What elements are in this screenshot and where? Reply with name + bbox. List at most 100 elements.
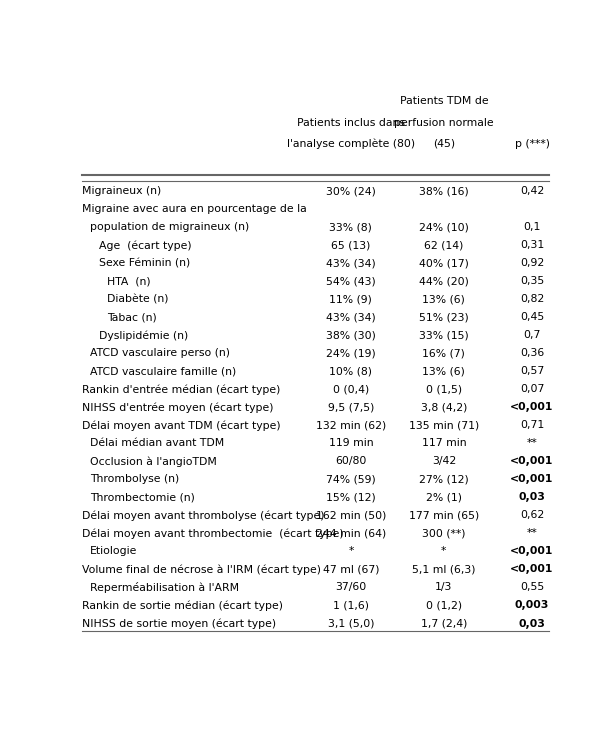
Text: 1/3: 1/3 xyxy=(435,583,453,593)
Text: (45): (45) xyxy=(433,139,455,149)
Text: 0,71: 0,71 xyxy=(520,420,544,431)
Text: 65 (13): 65 (13) xyxy=(331,240,371,250)
Text: 44% (20): 44% (20) xyxy=(419,276,469,287)
Text: 0 (0,4): 0 (0,4) xyxy=(333,385,369,394)
Text: 0,003: 0,003 xyxy=(515,600,549,610)
Text: Diabète (n): Diabète (n) xyxy=(108,295,169,304)
Text: 162 min (50): 162 min (50) xyxy=(315,510,386,520)
Text: 74% (59): 74% (59) xyxy=(326,474,376,485)
Text: 1 (1,6): 1 (1,6) xyxy=(333,600,369,610)
Text: Thrombectomie (n): Thrombectomie (n) xyxy=(90,493,195,502)
Text: 33% (15): 33% (15) xyxy=(419,330,469,341)
Text: 30% (24): 30% (24) xyxy=(326,186,376,196)
Text: population de migraineux (n): population de migraineux (n) xyxy=(90,222,250,232)
Text: Délai moyen avant thrombectomie  (écart type): Délai moyen avant thrombectomie (écart t… xyxy=(82,529,343,539)
Text: Délai moyen avant TDM (écart type): Délai moyen avant TDM (écart type) xyxy=(82,420,280,431)
Text: 244 min (64): 244 min (64) xyxy=(316,529,386,539)
Text: Patients TDM de: Patients TDM de xyxy=(400,96,488,106)
Text: Etiologie: Etiologie xyxy=(90,547,138,556)
Text: 51% (23): 51% (23) xyxy=(419,312,469,322)
Text: Migraine avec aura en pourcentage de la: Migraine avec aura en pourcentage de la xyxy=(82,204,306,214)
Text: NIHSS de sortie moyen (écart type): NIHSS de sortie moyen (écart type) xyxy=(82,618,276,629)
Text: 11% (9): 11% (9) xyxy=(330,295,372,304)
Text: 2% (1): 2% (1) xyxy=(426,493,462,502)
Text: **: ** xyxy=(526,439,538,448)
Text: 13% (6): 13% (6) xyxy=(423,366,466,376)
Text: 62 (14): 62 (14) xyxy=(424,240,464,250)
Text: 0,31: 0,31 xyxy=(520,240,544,250)
Text: 177 min (65): 177 min (65) xyxy=(409,510,479,520)
Text: <0,001: <0,001 xyxy=(510,474,554,485)
Text: Rankin de sortie médian (écart type): Rankin de sortie médian (écart type) xyxy=(82,600,283,611)
Text: 0,36: 0,36 xyxy=(520,349,544,358)
Text: 135 min (71): 135 min (71) xyxy=(409,420,479,431)
Text: 0 (1,5): 0 (1,5) xyxy=(426,385,462,394)
Text: Reperméabilisation à l'ARM: Reperméabilisation à l'ARM xyxy=(90,583,239,594)
Text: 0,57: 0,57 xyxy=(520,366,544,376)
Text: 37/60: 37/60 xyxy=(335,583,367,593)
Text: 33% (8): 33% (8) xyxy=(330,222,372,232)
Text: Age  (écart type): Age (écart type) xyxy=(99,240,191,251)
Text: 15% (12): 15% (12) xyxy=(326,493,376,502)
Text: ATCD vasculaire perso (n): ATCD vasculaire perso (n) xyxy=(90,349,230,358)
Text: *: * xyxy=(441,547,446,556)
Text: 0,7: 0,7 xyxy=(523,330,541,341)
Text: 5,1 ml (6,3): 5,1 ml (6,3) xyxy=(412,564,475,575)
Text: HTA  (n): HTA (n) xyxy=(108,276,151,287)
Text: Délai moyen avant thrombolyse (écart type): Délai moyen avant thrombolyse (écart typ… xyxy=(82,510,324,521)
Text: 117 min: 117 min xyxy=(421,439,466,448)
Text: 0,07: 0,07 xyxy=(520,385,544,394)
Text: 24% (19): 24% (19) xyxy=(326,349,376,358)
Text: <0,001: <0,001 xyxy=(510,456,554,466)
Text: 13% (6): 13% (6) xyxy=(423,295,466,304)
Text: 38% (16): 38% (16) xyxy=(419,186,469,196)
Text: 0,42: 0,42 xyxy=(520,186,544,196)
Text: 10% (8): 10% (8) xyxy=(330,366,373,376)
Text: *: * xyxy=(348,547,354,556)
Text: 0,1: 0,1 xyxy=(523,222,541,232)
Text: 43% (34): 43% (34) xyxy=(326,312,376,322)
Text: 0,62: 0,62 xyxy=(520,510,544,520)
Text: Tabac (n): Tabac (n) xyxy=(108,312,157,322)
Text: perfusion normale: perfusion normale xyxy=(394,118,494,127)
Text: 119 min: 119 min xyxy=(328,439,373,448)
Text: 1,7 (2,4): 1,7 (2,4) xyxy=(421,618,467,629)
Text: **: ** xyxy=(526,529,538,539)
Text: 3,1 (5,0): 3,1 (5,0) xyxy=(328,618,374,629)
Text: 132 min (62): 132 min (62) xyxy=(316,420,386,431)
Text: 0,45: 0,45 xyxy=(520,312,544,322)
Text: NIHSS d'entrée moyen (écart type): NIHSS d'entrée moyen (écart type) xyxy=(82,402,273,413)
Text: l'analyse complète (80): l'analyse complète (80) xyxy=(287,139,415,149)
Text: Rankin d'entrée médian (écart type): Rankin d'entrée médian (écart type) xyxy=(82,385,280,395)
Text: 0 (1,2): 0 (1,2) xyxy=(426,600,462,610)
Text: 54% (43): 54% (43) xyxy=(326,276,376,287)
Text: Occlusion à l'angioTDM: Occlusion à l'angioTDM xyxy=(90,456,217,467)
Text: 47 ml (67): 47 ml (67) xyxy=(323,564,379,575)
Text: 0,03: 0,03 xyxy=(518,618,546,629)
Text: 0,03: 0,03 xyxy=(518,493,546,502)
Text: 38% (30): 38% (30) xyxy=(326,330,376,341)
Text: <0,001: <0,001 xyxy=(510,564,554,575)
Text: 27% (12): 27% (12) xyxy=(419,474,469,485)
Text: 0,82: 0,82 xyxy=(520,295,544,304)
Text: Migraineux (n): Migraineux (n) xyxy=(82,186,161,196)
Text: 60/80: 60/80 xyxy=(335,456,367,466)
Text: Dyslipidémie (n): Dyslipidémie (n) xyxy=(99,330,188,341)
Text: 43% (34): 43% (34) xyxy=(326,258,376,268)
Text: 40% (17): 40% (17) xyxy=(419,258,469,268)
Text: Volume final de nécrose à l'IRM (écart type): Volume final de nécrose à l'IRM (écart t… xyxy=(82,564,320,575)
Text: 3,8 (4,2): 3,8 (4,2) xyxy=(421,402,467,412)
Text: 9,5 (7,5): 9,5 (7,5) xyxy=(328,402,374,412)
Text: 3/42: 3/42 xyxy=(432,456,456,466)
Text: Sexe Féminin (n): Sexe Féminin (n) xyxy=(99,258,190,268)
Text: 0,35: 0,35 xyxy=(520,276,544,287)
Text: 300 (**): 300 (**) xyxy=(422,529,466,539)
Text: <0,001: <0,001 xyxy=(510,402,554,412)
Text: 0,55: 0,55 xyxy=(520,583,544,593)
Text: Délai médian avant TDM: Délai médian avant TDM xyxy=(90,439,224,448)
Text: ATCD vasculaire famille (n): ATCD vasculaire famille (n) xyxy=(90,366,237,376)
Text: <0,001: <0,001 xyxy=(510,547,554,556)
Text: 24% (10): 24% (10) xyxy=(419,222,469,232)
Text: Thrombolyse (n): Thrombolyse (n) xyxy=(90,474,180,485)
Text: 16% (7): 16% (7) xyxy=(423,349,466,358)
